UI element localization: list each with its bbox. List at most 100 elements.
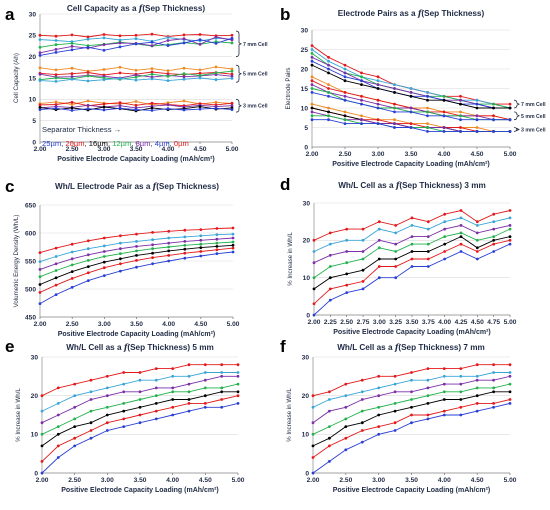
data-point [73,394,77,398]
x-tick-label: 3.50 [405,151,418,158]
data-point [118,71,122,75]
data-point [410,235,414,239]
data-point [198,71,202,75]
data-point [105,394,109,398]
data-point [360,440,364,444]
data-point [150,77,154,81]
data-point [135,249,138,253]
data-point [508,398,512,401]
data-point [187,382,191,386]
data-point [327,106,330,110]
data-point [89,436,93,440]
data-point [70,277,74,280]
data-point [105,386,109,390]
data-point [236,394,240,398]
data-point [459,413,463,417]
data-point [343,67,347,71]
data-point [459,130,462,133]
data-point [54,255,58,258]
data-point [393,382,397,386]
data-point [38,291,42,294]
data-point [426,413,430,417]
data-point [377,394,381,398]
data-point [475,238,479,242]
data-point [171,413,175,417]
data-point [327,118,330,122]
data-point [327,67,330,71]
data-point [231,236,235,240]
data-point [312,238,316,242]
data-point [38,283,42,286]
data-point [102,78,106,82]
data-point [187,409,191,413]
data-point [394,257,398,261]
data-point [310,91,314,94]
data-point [38,251,42,255]
series [40,382,240,436]
data-point [426,417,430,421]
data-point [70,77,74,81]
data-point [54,73,58,76]
data-point [150,44,154,47]
data-point [89,429,93,432]
data-point [327,83,330,86]
data-point [182,72,186,76]
data-point [426,394,430,398]
data-point [492,405,495,409]
data-point [134,68,138,72]
series [38,65,234,73]
data-point [119,241,122,245]
data-point [183,243,187,247]
chart-title: Cell Capacity as a f(Sep Thickness) [67,3,206,13]
x-axis-label: Positive Electrode Capacity Loading (mAh… [332,161,490,168]
data-point [171,398,175,401]
series [310,110,512,133]
data-point [492,106,495,110]
data-point [443,212,447,216]
data-point [54,276,58,280]
data-point [410,224,414,227]
data-point [393,83,396,86]
data-point [459,382,463,386]
data-point [311,405,315,409]
data-point [102,250,106,253]
data-point [89,398,93,401]
data-point [231,226,235,230]
data-point [345,238,349,242]
data-point [166,69,170,73]
x-tick-label: 4.50 [471,319,484,326]
data-point [442,409,446,413]
data-point [220,405,224,409]
data-point [410,250,414,253]
data-point [459,110,462,114]
panel-letter: d [280,175,290,194]
data-point [38,268,42,271]
data-point [508,106,512,110]
data-point [328,276,332,280]
data-point [38,45,42,49]
series [38,232,235,263]
data-point [70,48,74,52]
data-point [442,110,446,114]
data-point [122,402,126,405]
data-point [215,248,219,252]
data-point [236,402,240,405]
data-point [394,265,398,268]
data-point [492,212,496,216]
data-point [492,130,495,133]
series [38,36,234,57]
data-point [151,262,155,266]
x-tick-label: 2.50 [339,477,352,484]
data-point [475,394,479,398]
x-tick-label: 3.50 [405,477,418,484]
data-point [138,371,142,374]
data-point [166,44,170,47]
data-point [475,378,479,382]
series [40,363,240,398]
x-tick-label: 5.00 [504,151,517,158]
data-point [360,102,363,106]
y-tick-label: 15 [301,86,309,93]
data-point [166,79,170,82]
data-point [475,126,479,129]
data-point [459,114,462,118]
